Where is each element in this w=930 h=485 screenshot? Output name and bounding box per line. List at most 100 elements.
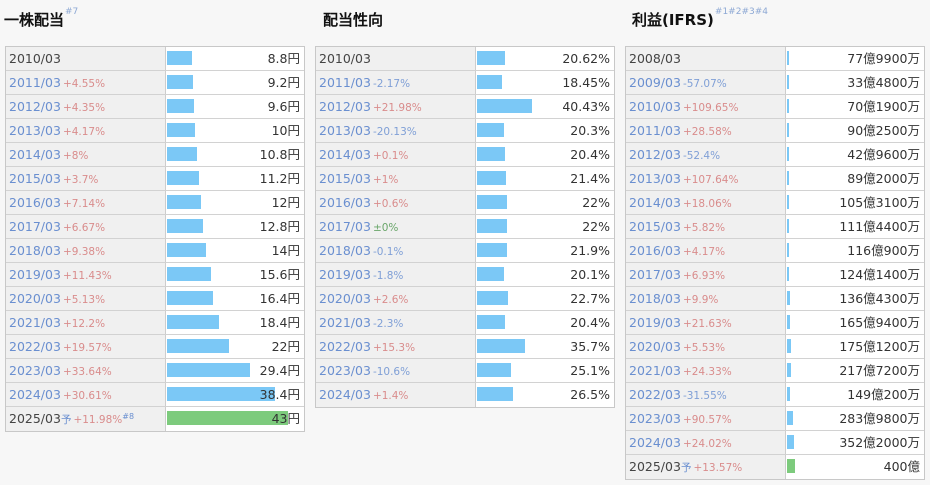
year-label[interactable]: 2022/03 (629, 387, 681, 402)
year-label[interactable]: 2021/03 (629, 363, 681, 378)
value-text: 10.8円 (259, 147, 300, 162)
value-bar (477, 75, 502, 89)
year-label[interactable]: 2011/03 (629, 123, 681, 138)
year-label[interactable]: 2010/03 (629, 99, 681, 114)
value-cell: 16.4円 (166, 287, 304, 310)
year-label[interactable]: 2015/03 (9, 171, 61, 186)
year-label[interactable]: 2015/03 (319, 171, 371, 186)
year-label[interactable]: 2014/03 (319, 147, 371, 162)
profit-title: 利益(IFRS)#1#2#3#4 (632, 7, 768, 30)
table-row: 2023/03 +33.64% 29.4円 (6, 359, 304, 383)
value-cell: 20.4% (476, 143, 614, 166)
value-bar (787, 339, 791, 353)
year-label[interactable]: 2021/03 (9, 315, 61, 330)
year-label[interactable]: 2013/03 (319, 123, 371, 138)
value-cell: 33億4800万 (786, 71, 924, 94)
value-cell: 22円 (166, 335, 304, 358)
year-label[interactable]: 2012/03 (9, 99, 61, 114)
table-row: 2017/03 ±0% 22% (316, 215, 614, 239)
value-cell: 149億200万 (786, 383, 924, 406)
year-label[interactable]: 2014/03 (629, 195, 681, 210)
value-text: 10円 (271, 123, 300, 138)
value-bar (167, 195, 201, 209)
year-cell: 2011/03 -2.17% (316, 71, 476, 94)
year-label[interactable]: 2025/03 (9, 411, 61, 426)
year-label[interactable]: 2012/03 (629, 147, 681, 162)
value-cell: 10.8円 (166, 143, 304, 166)
year-label[interactable]: 2014/03 (9, 147, 61, 162)
change-rate: +1% (372, 174, 399, 186)
year-label[interactable]: 2017/03 (319, 219, 371, 234)
value-cell: 42億9600万 (786, 143, 924, 166)
year-label[interactable]: 2009/03 (629, 75, 681, 90)
value-cell: 12.8円 (166, 215, 304, 238)
year-label[interactable]: 2025/03 (629, 459, 681, 474)
value-cell: 26.5% (476, 383, 614, 407)
value-bar (477, 315, 505, 329)
year-label[interactable]: 2023/03 (9, 363, 61, 378)
year-label[interactable]: 2011/03 (9, 75, 61, 90)
change-rate: +3.7% (62, 174, 99, 186)
profit-title-note[interactable]: #1#2#3#4 (714, 7, 768, 17)
year-label[interactable]: 2023/03 (629, 411, 681, 426)
year-label[interactable]: 2020/03 (319, 291, 371, 306)
change-rate: +11.98% (73, 414, 123, 426)
value-text: 9.6円 (267, 99, 300, 114)
year-label[interactable]: 2020/03 (9, 291, 61, 306)
value-text: 16.4円 (259, 291, 300, 306)
year-label[interactable]: 2019/03 (319, 267, 371, 282)
year-label[interactable]: 2011/03 (319, 75, 371, 90)
value-cell: 12円 (166, 191, 304, 214)
year-label[interactable]: 2021/03 (319, 315, 371, 330)
change-rate: +9.38% (62, 246, 106, 258)
value-bar (167, 267, 211, 281)
dividend-title-note[interactable]: #7 (65, 7, 79, 17)
year-label[interactable]: 2022/03 (9, 339, 61, 354)
year-label[interactable]: 2019/03 (9, 267, 61, 282)
change-rate: +24.02% (682, 438, 732, 450)
change-rate: +15.3% (372, 342, 416, 354)
value-cell: 124億1400万 (786, 263, 924, 286)
change-rate: +4.17% (682, 246, 726, 258)
change-rate: +4.17% (62, 126, 106, 138)
year-label[interactable]: 2013/03 (9, 123, 61, 138)
year-label[interactable]: 2020/03 (629, 339, 681, 354)
year-label[interactable]: 2016/03 (629, 243, 681, 258)
value-text: 18.45% (562, 75, 610, 90)
year-label[interactable]: 2016/03 (9, 195, 61, 210)
value-text: 149億200万 (847, 387, 920, 402)
year-cell: 2015/03 +3.7% (6, 167, 166, 190)
year-label[interactable]: 2010/03 (9, 51, 61, 66)
year-label[interactable]: 2017/03 (629, 267, 681, 282)
value-cell: 20.1% (476, 263, 614, 286)
year-label[interactable]: 2019/03 (629, 315, 681, 330)
year-label[interactable]: 2012/03 (319, 99, 371, 114)
year-label[interactable]: 2013/03 (629, 171, 681, 186)
year-label[interactable]: 2015/03 (629, 219, 681, 234)
year-label[interactable]: 2024/03 (9, 387, 61, 402)
year-label[interactable]: 2022/03 (319, 339, 371, 354)
value-cell: 22% (476, 191, 614, 214)
year-label[interactable]: 2018/03 (9, 243, 61, 258)
value-bar (167, 75, 193, 89)
footnote-link[interactable]: #8 (122, 412, 135, 421)
table-row: 2022/03 -31.55% 149億200万 (626, 383, 924, 407)
year-label[interactable]: 2024/03 (629, 435, 681, 450)
year-label[interactable]: 2008/03 (629, 51, 681, 66)
value-bar (787, 147, 789, 161)
year-label[interactable]: 2010/03 (319, 51, 371, 66)
value-cell: 20.4% (476, 311, 614, 334)
dividend-title: 一株配当#7 (4, 7, 79, 30)
value-cell: 11.2円 (166, 167, 304, 190)
table-row: 2019/03 +21.63% 165億9400万 (626, 311, 924, 335)
year-label[interactable]: 2018/03 (319, 243, 371, 258)
value-bar (477, 147, 505, 161)
year-cell: 2024/03 +24.02% (626, 431, 786, 454)
value-bar (167, 99, 194, 113)
year-label[interactable]: 2016/03 (319, 195, 371, 210)
year-label[interactable]: 2018/03 (629, 291, 681, 306)
year-label[interactable]: 2017/03 (9, 219, 61, 234)
year-label[interactable]: 2024/03 (319, 387, 371, 402)
table-row: 2012/03 +4.35% 9.6円 (6, 95, 304, 119)
year-label[interactable]: 2023/03 (319, 363, 371, 378)
